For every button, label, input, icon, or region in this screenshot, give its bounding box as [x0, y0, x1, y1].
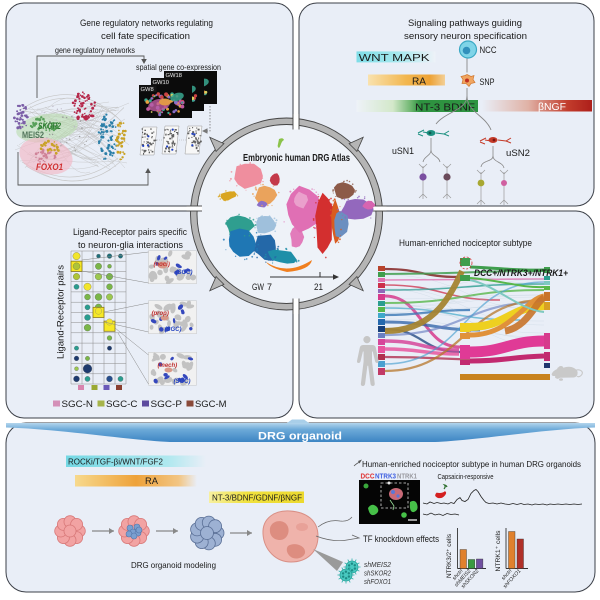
- svg-text:DRG organoid modeling: DRG organoid modeling: [131, 560, 216, 570]
- svg-text:cell fate specification: cell fate specification: [101, 31, 190, 42]
- svg-text:GW8: GW8: [141, 87, 154, 93]
- svg-text:shMEIS2: shMEIS2: [364, 562, 391, 569]
- svg-text:Ligand-Receptor pairs specific: Ligand-Receptor pairs specific: [73, 227, 187, 238]
- svg-text:SGC-M: SGC-M: [195, 399, 227, 409]
- svg-text:SNP: SNP: [480, 77, 495, 88]
- svg-text:7: 7: [267, 282, 272, 292]
- svg-text:gene regulatory networks: gene regulatory networks: [55, 45, 135, 55]
- svg-text:NT-3/BDNF/GDNF/βNGF: NT-3/BDNF/GDNF/βNGF: [212, 494, 302, 503]
- svg-text:(mech): (mech): [158, 363, 178, 369]
- svg-text:shSKOR2: shSKOR2: [364, 571, 391, 578]
- svg-text:DCC: DCC: [361, 474, 375, 481]
- svg-text:Embryonic human DRG Atlas: Embryonic human DRG Atlas: [243, 152, 350, 164]
- svg-text:NTRK3/2⁺ cells: NTRK3/2⁺ cells: [446, 533, 453, 578]
- svg-text:Human-enriched nociceptor subt: Human-enriched nociceptor subtype in hum…: [362, 459, 581, 469]
- svg-text:ROCKi/TGF-βi/WNT/FGF2: ROCKi/TGF-βi/WNT/FGF2: [68, 458, 164, 467]
- svg-text:GW10: GW10: [153, 80, 169, 86]
- svg-text:βNGF: βNGF: [538, 102, 566, 113]
- svg-text:(SGC): (SGC): [165, 327, 182, 333]
- svg-text:RA: RA: [145, 476, 158, 486]
- svg-text:21: 21: [314, 282, 323, 292]
- svg-text:uSN1: uSN1: [392, 146, 414, 156]
- svg-text:Capsaicin-responsive: Capsaicin-responsive: [438, 474, 494, 481]
- svg-text:MEIS2: MEIS2: [22, 130, 44, 140]
- svg-text:SGC-N: SGC-N: [62, 399, 94, 409]
- svg-text:FOXO1: FOXO1: [36, 162, 63, 173]
- svg-text:TF knockdown effects: TF knockdown effects: [363, 534, 439, 544]
- svg-text:SKOR2: SKOR2: [38, 121, 61, 131]
- svg-text:NT-3 BDNF: NT-3 BDNF: [415, 103, 475, 114]
- svg-text:WNT MAPK: WNT MAPK: [359, 53, 430, 64]
- svg-text:NTRK3: NTRK3: [375, 474, 396, 481]
- svg-text:(SGC): (SGC): [174, 379, 191, 385]
- svg-text:NTRK1: NTRK1: [397, 474, 417, 481]
- svg-text:Signaling pathways guiding: Signaling pathways guiding: [408, 18, 522, 29]
- svg-text:shFOXO1: shFOXO1: [364, 579, 391, 586]
- svg-text:Ligand-Receptor pairs: Ligand-Receptor pairs: [56, 265, 67, 359]
- svg-text:GW18: GW18: [166, 73, 182, 79]
- svg-text:(noci): (noci): [154, 262, 170, 268]
- svg-text:Human-enriched nociceptor subt: Human-enriched nociceptor subtype: [399, 238, 532, 249]
- svg-text:RA: RA: [412, 77, 426, 88]
- svg-text:to neuron-glia interactions: to neuron-glia interactions: [78, 240, 183, 251]
- svg-text:SGC-P: SGC-P: [151, 399, 183, 409]
- svg-text:NCC: NCC: [480, 45, 497, 56]
- svg-text:uSN2: uSN2: [506, 148, 530, 158]
- svg-text:sensory neuron specification: sensory neuron specification: [404, 31, 527, 42]
- svg-text:GW: GW: [252, 282, 264, 292]
- svg-text:NTRK1⁺ cells: NTRK1⁺ cells: [495, 530, 502, 572]
- svg-text:spatial gene co-expression: spatial gene co-expression: [136, 62, 221, 72]
- svg-text:DCC+/NTRK3+/NTRK1+: DCC+/NTRK3+/NTRK1+: [474, 268, 568, 279]
- svg-text:DRG organoid: DRG organoid: [258, 431, 342, 443]
- svg-text:SGC-C: SGC-C: [106, 399, 138, 409]
- svg-text:(SGC): (SGC): [176, 270, 193, 276]
- svg-text:(prop): (prop): [152, 311, 169, 317]
- svg-text:Gene regulatory networks regul: Gene regulatory networks regulating: [80, 18, 213, 29]
